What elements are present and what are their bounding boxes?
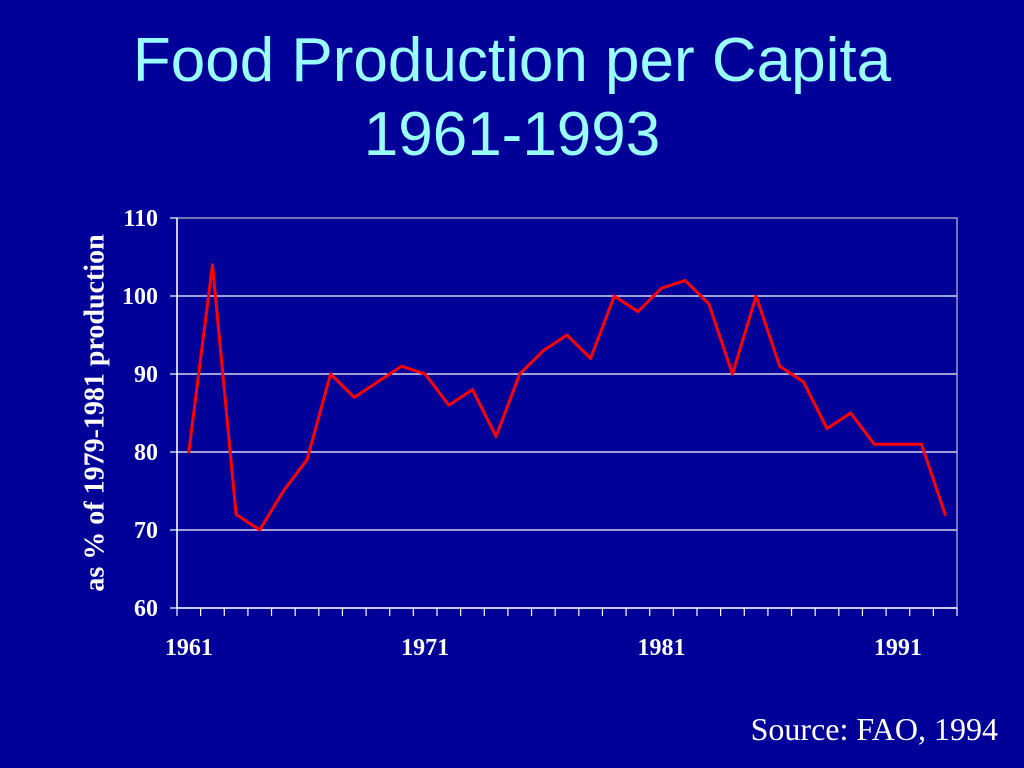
- data-point-1961: [186, 449, 192, 455]
- data-point-1983: [706, 301, 712, 307]
- data-point-1992: [919, 441, 925, 447]
- data-point-1975: [517, 371, 523, 377]
- data-point-1987: [800, 379, 806, 385]
- data-point-1965: [280, 488, 286, 494]
- data-point-1984: [729, 371, 735, 377]
- data-point-1972: [446, 402, 452, 408]
- data-point-1969: [375, 379, 381, 385]
- data-point-1982: [682, 277, 688, 283]
- y-tick-label: 70: [134, 518, 158, 544]
- data-point-1973: [469, 387, 475, 393]
- data-point-1979: [611, 293, 617, 299]
- source-note: Source: FAO, 1994: [750, 711, 998, 747]
- data-point-1970: [399, 363, 405, 369]
- data-point-1962: [209, 262, 215, 268]
- data-point-1981: [659, 285, 665, 291]
- data-point-1976: [540, 348, 546, 354]
- y-axis-label: as % of 1979-1981 production: [80, 234, 111, 592]
- data-point-1971: [422, 371, 428, 377]
- y-tick-label: 80: [134, 440, 158, 466]
- data-point-1989: [848, 410, 854, 416]
- data-point-1980: [635, 309, 641, 315]
- data-point-1991: [895, 441, 901, 447]
- y-axis: 60 70 80 90 100 110: [122, 206, 177, 622]
- y-tick-label: 110: [123, 206, 158, 232]
- x-tick-label: 1971: [401, 635, 449, 661]
- title-line-1: Food Production per Capita: [132, 26, 892, 95]
- data-point-1990: [871, 441, 877, 447]
- plot-frame: [176, 217, 958, 609]
- data-point-1968: [351, 394, 357, 400]
- data-point-1988: [824, 426, 830, 432]
- y-tick-label: 100: [122, 284, 158, 310]
- data-point-1974: [493, 433, 499, 439]
- x-tick-label: 1961: [165, 635, 213, 661]
- title-line-2: 1961-1993: [363, 100, 661, 169]
- data-point-1966: [304, 457, 310, 463]
- x-tick-label: 1981: [638, 635, 686, 661]
- data-point-1993: [942, 511, 948, 517]
- plot-area-border: [176, 217, 958, 609]
- y-tick-label: 90: [134, 362, 158, 388]
- slide-title: Food Production per Capita 1961-1993: [0, 24, 1024, 172]
- series-line: [187, 263, 947, 532]
- data-point-1986: [777, 363, 783, 369]
- y-tick-label: 60: [134, 596, 158, 622]
- data-point-1964: [257, 527, 263, 533]
- series-group: [186, 262, 948, 533]
- data-point-1963: [233, 511, 239, 517]
- data-point-1978: [588, 355, 594, 361]
- data-point-1967: [328, 371, 334, 377]
- x-axis: 1961 1971 1981 1991: [165, 608, 958, 661]
- x-tick-label: 1991: [874, 635, 922, 661]
- gridlines: [177, 295, 957, 531]
- data-point-1977: [564, 332, 570, 338]
- data-point-1985: [753, 293, 759, 299]
